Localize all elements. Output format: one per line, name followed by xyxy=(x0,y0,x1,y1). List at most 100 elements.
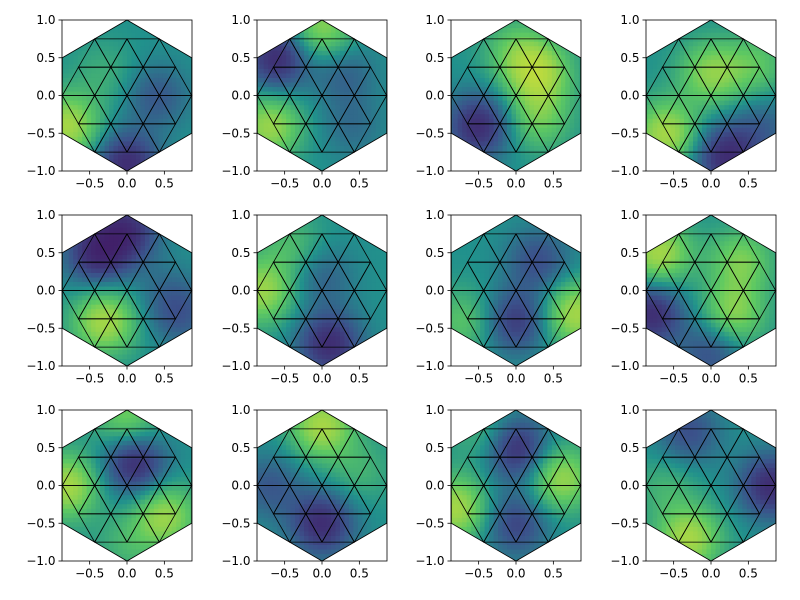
heat-cell xyxy=(380,68,386,74)
heat-cell xyxy=(86,104,92,110)
heat-cell xyxy=(135,131,142,137)
heat-cell xyxy=(366,136,372,142)
heat-cell xyxy=(516,27,522,33)
heat-cell xyxy=(711,136,717,142)
heat-cell xyxy=(648,77,654,83)
heat-cell xyxy=(529,77,535,83)
heat-cell xyxy=(462,118,468,124)
heat-cell xyxy=(135,90,142,97)
heat-cell xyxy=(475,90,481,97)
heat-cell xyxy=(737,50,743,56)
heat-cell xyxy=(339,140,346,146)
heat-cell xyxy=(286,41,292,47)
heat-cell xyxy=(679,136,685,142)
heat-cell xyxy=(366,86,372,92)
heat-cell xyxy=(706,86,712,92)
heat-cell xyxy=(308,154,314,160)
heat-cell xyxy=(652,122,658,128)
heat-cell xyxy=(140,68,146,74)
heat-cell xyxy=(542,118,548,124)
heat-cell xyxy=(131,127,137,133)
heat-cell xyxy=(68,267,74,273)
heat-cell xyxy=(547,136,553,142)
heat-cell xyxy=(728,59,735,65)
heat-cell xyxy=(131,59,137,65)
heat-cell xyxy=(339,59,346,65)
x-tick-label: 0.0 xyxy=(117,177,136,191)
heat-cell xyxy=(560,118,566,124)
heat-cell xyxy=(529,41,535,47)
heat-cell xyxy=(113,81,119,88)
heat-cell xyxy=(122,145,128,151)
heat-cell xyxy=(149,258,155,264)
heat-cell xyxy=(648,118,654,124)
heat-cell xyxy=(764,131,770,137)
heat-cell xyxy=(466,45,472,51)
heat-cell xyxy=(277,127,283,133)
heat-cell xyxy=(281,127,287,133)
heat-cell xyxy=(64,254,70,260)
heat-cell xyxy=(144,276,151,283)
heat-cell xyxy=(670,81,676,88)
heat-cell xyxy=(95,72,101,78)
heat-cell xyxy=(313,32,319,38)
heat-cell xyxy=(162,140,168,146)
heat-cell xyxy=(357,136,363,142)
heat-cell xyxy=(118,158,124,165)
heat-cell xyxy=(326,23,332,29)
heat-cell xyxy=(330,81,337,88)
heat-cell xyxy=(344,145,350,151)
heat-cell xyxy=(538,63,544,69)
heat-cell xyxy=(498,32,504,38)
heat-cell xyxy=(670,63,676,69)
heat-cell xyxy=(679,122,685,128)
y-tick-label: 0.5 xyxy=(425,51,444,65)
heat-cell xyxy=(185,127,191,133)
heat-cell xyxy=(565,131,571,137)
heat-cell xyxy=(77,77,83,83)
heat-cell xyxy=(493,118,499,124)
heat-cell xyxy=(746,72,752,78)
heat-cell xyxy=(144,95,151,101)
heat-cell xyxy=(82,140,88,146)
heat-cell xyxy=(263,122,269,128)
heat-cell xyxy=(313,72,319,78)
heat-cell xyxy=(122,95,128,101)
heat-cell xyxy=(769,90,775,97)
heat-cell xyxy=(371,109,377,115)
heat-cell xyxy=(344,54,350,60)
heat-cell xyxy=(326,68,332,74)
heat-cell xyxy=(149,72,155,78)
heat-cell xyxy=(127,27,133,33)
heat-cell xyxy=(466,131,472,137)
heat-cell xyxy=(742,140,748,146)
heat-cell xyxy=(82,59,88,65)
heat-cell xyxy=(290,54,296,60)
heat-cell xyxy=(77,276,83,283)
heat-cell xyxy=(304,72,310,78)
heat-cell xyxy=(502,104,508,110)
heat-cell xyxy=(560,81,566,88)
heat-cell xyxy=(769,68,775,74)
heat-cell xyxy=(131,317,137,323)
heat-cell xyxy=(755,95,761,101)
heat-cell xyxy=(118,331,124,337)
heat-cell xyxy=(556,59,562,65)
heat-cell xyxy=(95,317,101,323)
heat-cell xyxy=(144,295,151,301)
heat-cell xyxy=(666,59,672,65)
heat-cell xyxy=(263,72,269,78)
heat-cell xyxy=(100,236,106,242)
heat-cell xyxy=(135,32,142,38)
heat-cell xyxy=(322,158,328,165)
heat-cell xyxy=(62,81,65,88)
heat-cell xyxy=(118,222,124,228)
heat-cell xyxy=(661,113,667,119)
heat-cell xyxy=(162,59,168,65)
heat-cell xyxy=(533,127,540,133)
heat-cell xyxy=(131,349,137,355)
heat-cell xyxy=(542,77,548,83)
heat-cell xyxy=(524,32,531,38)
heat-cell xyxy=(666,122,672,128)
heat-cell xyxy=(760,77,766,83)
